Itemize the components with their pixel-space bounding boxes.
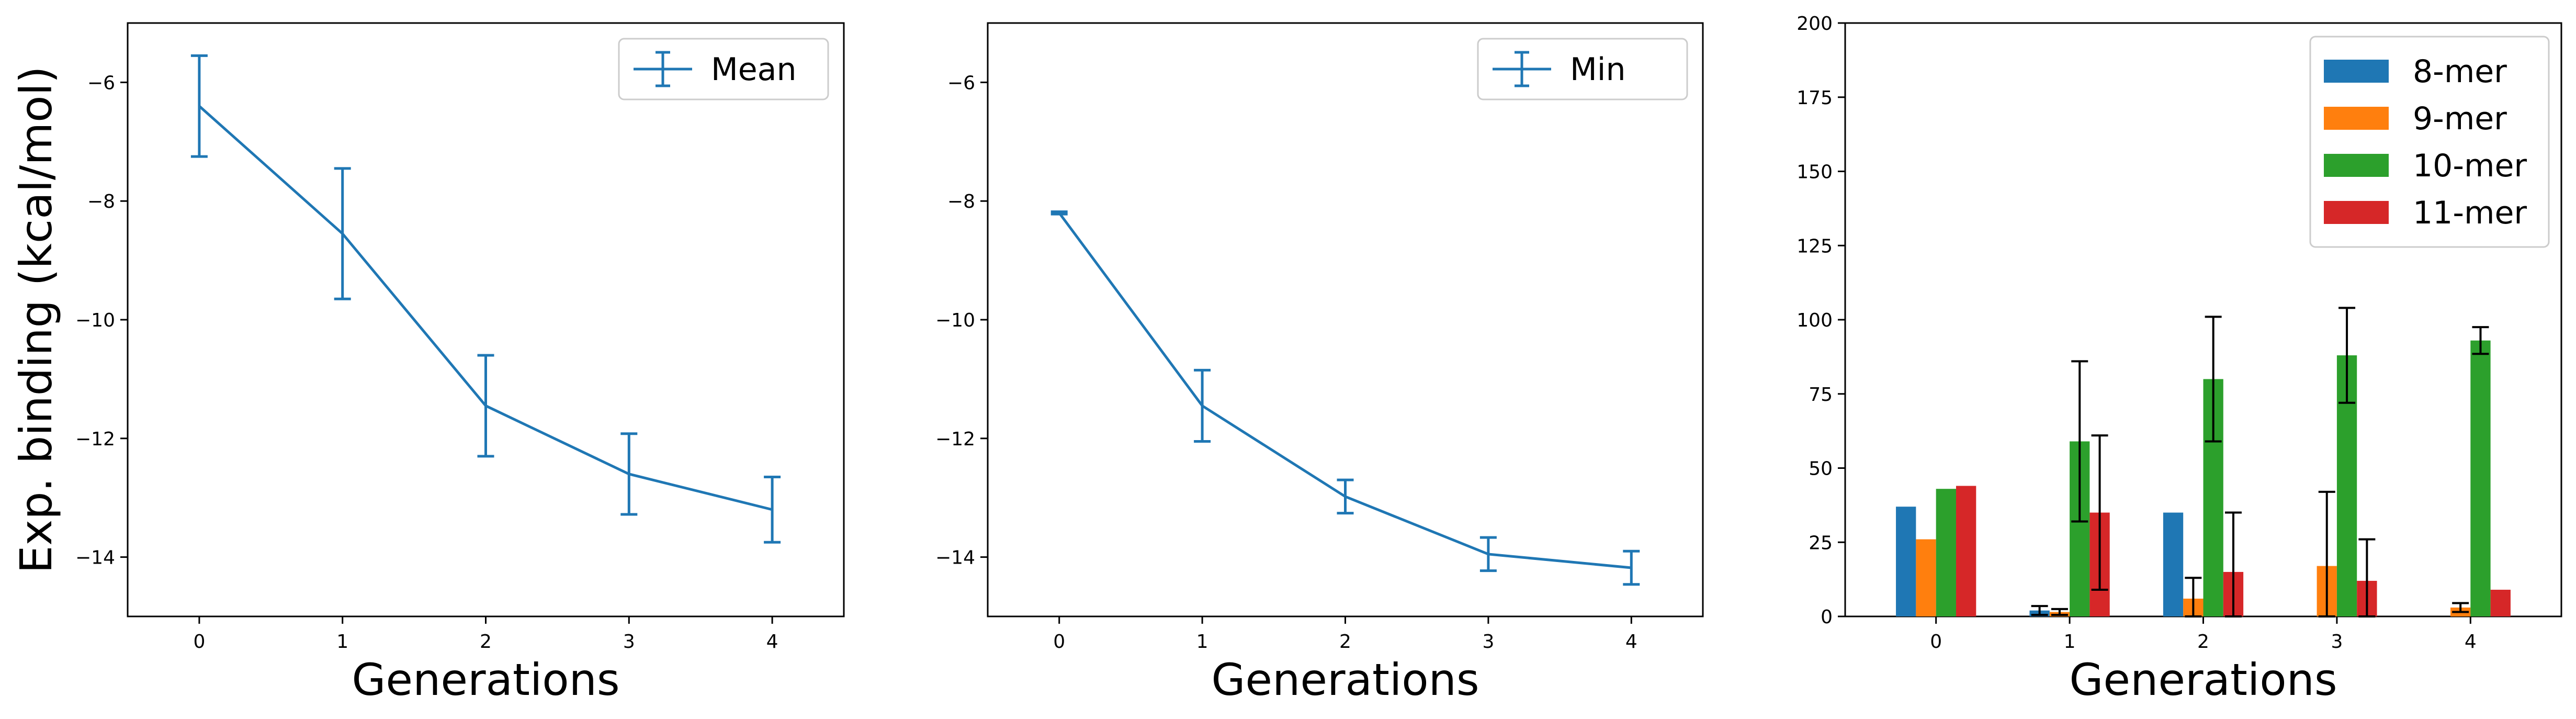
y-tick-label: −8 — [947, 191, 975, 212]
error-bar — [2318, 490, 2335, 617]
x-tick-label: 4 — [2465, 631, 2477, 653]
x-tick-label: 4 — [1625, 631, 1637, 653]
legend-swatch — [2324, 60, 2389, 83]
bar — [1956, 486, 1976, 616]
y-tick-label: −12 — [75, 429, 115, 450]
x-tick-label: 0 — [193, 631, 205, 653]
series-line — [1058, 212, 1632, 569]
y-tick-label: 125 — [1797, 235, 1833, 257]
bar — [2470, 340, 2491, 616]
error-bar — [2031, 605, 2048, 616]
x-axis-title: Generations — [1211, 654, 1479, 705]
legend: Min — [1477, 38, 1688, 100]
y-tick-label: −14 — [935, 547, 975, 569]
error-bar — [2452, 602, 2469, 613]
x-tick-label: 3 — [1482, 631, 1494, 653]
y-tick-label: 100 — [1797, 310, 1833, 331]
legend-swatch — [2324, 107, 2389, 130]
y-tick-label: 25 — [1809, 532, 1833, 554]
y-tick-label: −6 — [87, 72, 115, 94]
legend: Mean — [618, 38, 829, 100]
y-tick-label: −8 — [87, 191, 115, 212]
legend-box — [618, 38, 829, 100]
x-tick-label: 0 — [1053, 631, 1065, 653]
y-tick-label: 0 — [1821, 606, 1833, 628]
y-tick-label: 175 — [1797, 87, 1833, 109]
error-bar — [2358, 538, 2376, 617]
x-tick-label: 4 — [766, 631, 778, 653]
x-tick-label: 1 — [336, 631, 348, 653]
error-bar — [2051, 608, 2068, 616]
x-tick-label: 2 — [2197, 631, 2209, 653]
x-tick-label: 3 — [2331, 631, 2343, 653]
y-tick-label: −10 — [75, 310, 115, 331]
legend-box — [2309, 36, 2550, 248]
error-bar — [2472, 326, 2489, 355]
y-tick-label: −12 — [935, 429, 975, 450]
error-bar — [2224, 511, 2242, 617]
y-axis-title: Exp. binding (kcal/mol) — [10, 66, 62, 573]
plot-frame — [987, 22, 1704, 617]
error-bar — [2338, 307, 2356, 404]
y-tick-label: 50 — [1809, 458, 1833, 480]
legend-label: 8-mer — [2413, 53, 2507, 90]
legend-box — [1477, 38, 1688, 100]
bar — [2163, 512, 2184, 616]
y-tick-label: 150 — [1797, 162, 1833, 183]
legend-label: Mean — [711, 51, 796, 88]
legend-label: 11-mer — [2413, 195, 2527, 231]
mean-binding-chart: Generations Exp. binding (kcal/mol) −14 −12… — [10, 22, 845, 705]
bar — [1916, 539, 1936, 616]
error-bar — [2091, 434, 2108, 591]
error-bar — [2071, 360, 2088, 523]
x-tick-label: 0 — [1930, 631, 1942, 653]
x-tick-label: 3 — [623, 631, 635, 653]
plot-frame — [127, 22, 845, 617]
y-tick-label: −10 — [935, 310, 975, 331]
legend-label: 10-mer — [2413, 148, 2527, 184]
x-axis-title: Generations — [352, 654, 619, 705]
y-tick-label: 75 — [1809, 384, 1833, 406]
kmer-count-chart: Generations 0 25 50 75 100 125 150 175 200 0 1 2 3 4 8-… — [1797, 13, 2562, 705]
y-tick-label: −14 — [75, 547, 115, 569]
legend-label: 9-mer — [2413, 100, 2507, 137]
x-axis-title: Generations — [2069, 654, 2337, 705]
x-tick-label: 2 — [480, 631, 492, 653]
bar — [1896, 507, 1916, 616]
legend-swatch — [2324, 154, 2389, 177]
min-binding-chart: Generations −14 −12 −10 −8 −6 0 1 2 3 4 Min — [935, 22, 1704, 705]
error-bar — [2185, 577, 2202, 617]
x-tick-label: 2 — [1339, 631, 1351, 653]
y-tick-label: −6 — [947, 72, 975, 94]
legend: 8-mer 9-mer 10-mer 11-mer — [2309, 36, 2550, 248]
legend-label: Min — [1570, 51, 1625, 88]
x-tick-label: 1 — [2064, 631, 2076, 653]
bar — [1936, 489, 1956, 616]
legend-swatch — [2324, 201, 2389, 224]
x-tick-label: 1 — [1196, 631, 1208, 653]
error-bar — [2205, 316, 2222, 443]
bar — [2490, 589, 2511, 616]
y-tick-label: 200 — [1797, 13, 1833, 35]
